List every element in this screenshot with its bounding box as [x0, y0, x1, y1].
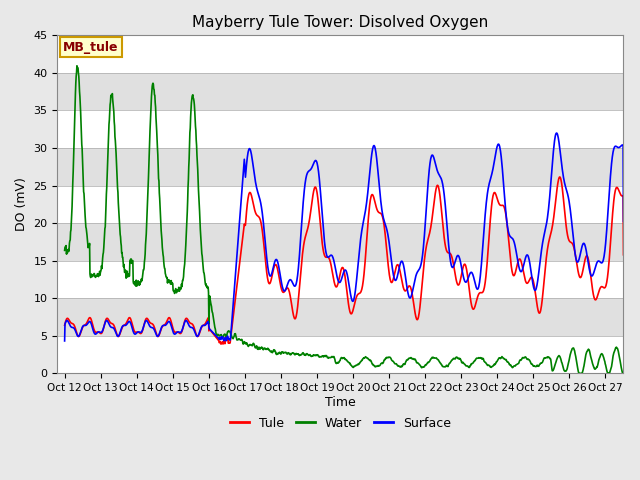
Bar	[58, 110, 623, 148]
Bar	[58, 223, 623, 261]
Bar	[58, 73, 623, 110]
X-axis label: Time: Time	[325, 396, 356, 409]
Bar	[58, 148, 623, 186]
Bar	[58, 261, 623, 298]
Bar	[58, 336, 623, 373]
Text: MB_tule: MB_tule	[63, 40, 118, 54]
Bar	[58, 186, 623, 223]
Y-axis label: DO (mV): DO (mV)	[15, 178, 28, 231]
Legend: Tule, Water, Surface: Tule, Water, Surface	[225, 412, 456, 435]
Bar	[58, 36, 623, 73]
Title: Mayberry Tule Tower: Disolved Oxygen: Mayberry Tule Tower: Disolved Oxygen	[192, 15, 488, 30]
Bar	[58, 298, 623, 336]
